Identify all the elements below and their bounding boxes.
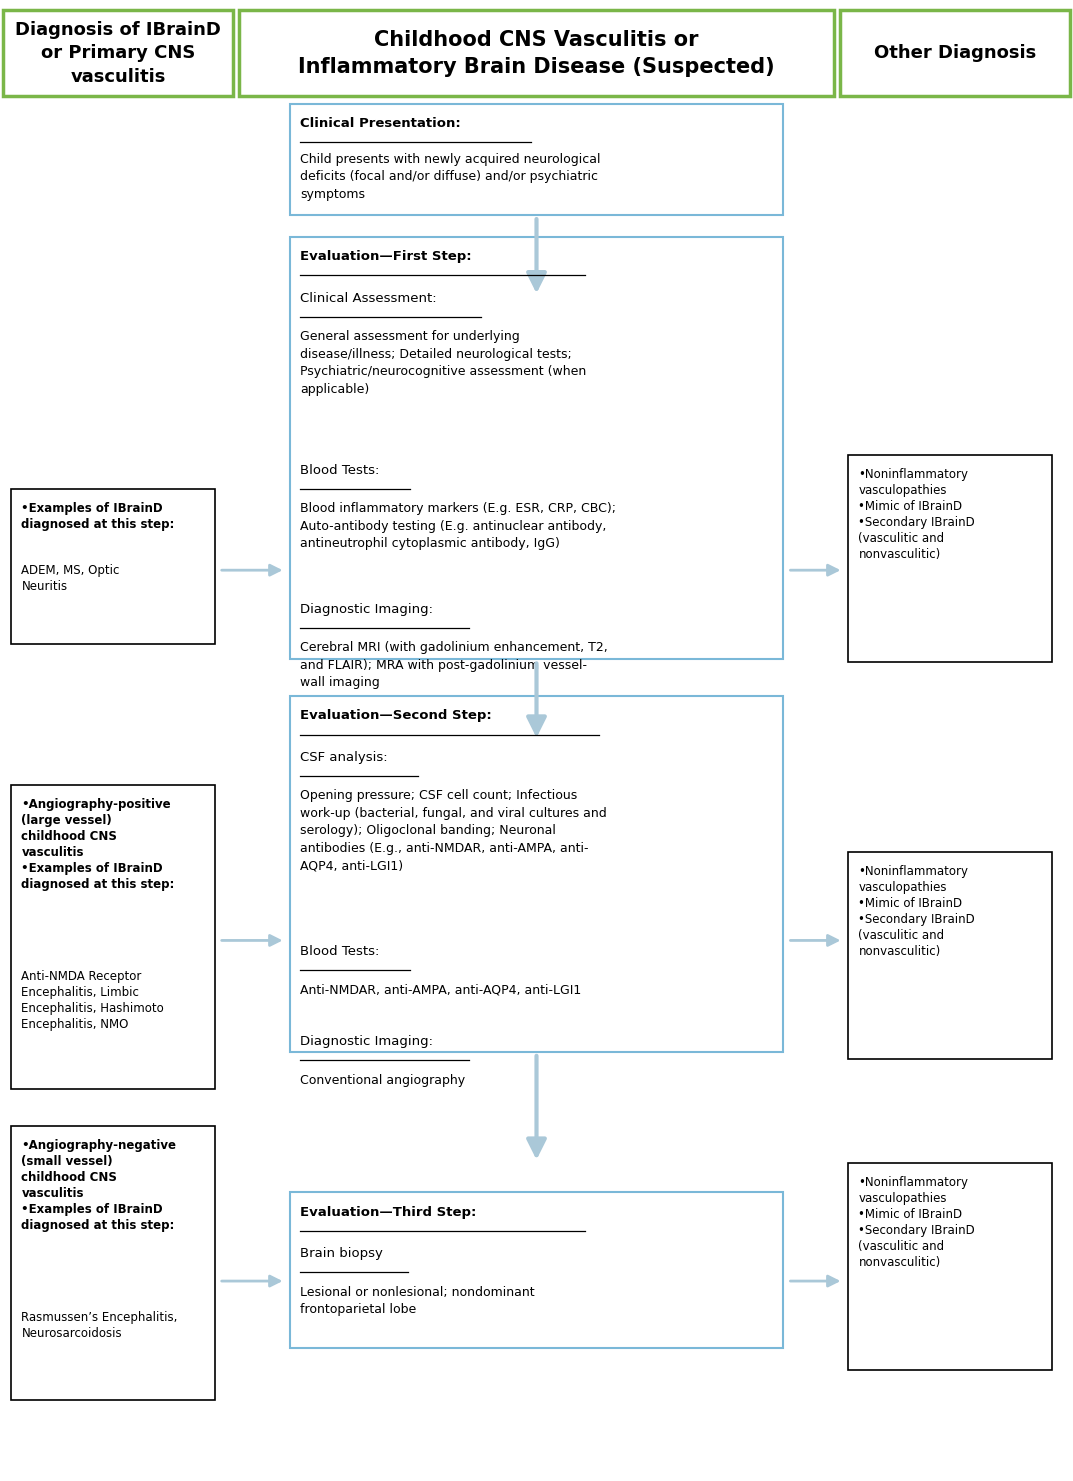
Text: Brain biopsy: Brain biopsy [300, 1247, 383, 1260]
Text: Other Diagnosis: Other Diagnosis [873, 44, 1037, 62]
Text: Evaluation—First Step:: Evaluation—First Step: [300, 250, 472, 264]
FancyBboxPatch shape [848, 455, 1052, 662]
Text: Clinical Presentation:: Clinical Presentation: [300, 117, 461, 130]
FancyBboxPatch shape [11, 785, 215, 1089]
Text: •Noninflammatory
vasculopathies
•Mimic of IBrainD
•Secondary IBrainD
(vasculitic: •Noninflammatory vasculopathies •Mimic o… [858, 468, 975, 561]
Text: Anti-NMDA Receptor
Encephalitis, Limbic
Encephalitis, Hashimoto
Encephalitis, NM: Anti-NMDA Receptor Encephalitis, Limbic … [21, 970, 164, 1031]
Text: •Angiography-negative
(small vessel)
childhood CNS
vasculitis
•Examples of IBrai: •Angiography-negative (small vessel) chi… [21, 1139, 176, 1232]
FancyBboxPatch shape [290, 237, 783, 659]
Text: Blood Tests:: Blood Tests: [300, 945, 380, 958]
FancyBboxPatch shape [290, 696, 783, 1052]
Text: Conventional angiography: Conventional angiography [300, 1074, 466, 1087]
FancyBboxPatch shape [11, 489, 215, 644]
Text: Evaluation—Third Step:: Evaluation—Third Step: [300, 1206, 476, 1219]
Text: Diagnostic Imaging:: Diagnostic Imaging: [300, 1035, 433, 1049]
FancyBboxPatch shape [290, 1192, 783, 1348]
Text: Diagnostic Imaging:: Diagnostic Imaging: [300, 603, 433, 616]
Text: Child presents with newly acquired neurological
deficits (focal and/or diffuse) : Child presents with newly acquired neuro… [300, 153, 601, 200]
Text: Clinical Assessment:: Clinical Assessment: [300, 292, 437, 305]
FancyBboxPatch shape [840, 10, 1070, 96]
Text: Cerebral MRI (with gadolinium enhancement, T2,
and FLAIR); MRA with post-gadolin: Cerebral MRI (with gadolinium enhancemen… [300, 641, 608, 689]
FancyBboxPatch shape [11, 1126, 215, 1400]
Text: Lesional or nonlesional; nondominant
frontoparietal lobe: Lesional or nonlesional; nondominant fro… [300, 1286, 535, 1317]
Text: ADEM, MS, Optic
Neuritis: ADEM, MS, Optic Neuritis [21, 564, 120, 594]
Text: Blood inflammatory markers (E.g. ESR, CRP, CBC);
Auto-antibody testing (E.g. ant: Blood inflammatory markers (E.g. ESR, CR… [300, 502, 617, 549]
Text: Evaluation—Second Step:: Evaluation—Second Step: [300, 709, 493, 723]
Text: Anti-NMDAR, anti-AMPA, anti-AQP4, anti-LGI1: Anti-NMDAR, anti-AMPA, anti-AQP4, anti-L… [300, 983, 582, 997]
FancyBboxPatch shape [290, 104, 783, 215]
Text: •Angiography-positive
(large vessel)
childhood CNS
vasculitis
•Examples of IBrai: •Angiography-positive (large vessel) chi… [21, 798, 175, 892]
FancyBboxPatch shape [848, 852, 1052, 1059]
FancyBboxPatch shape [239, 10, 834, 96]
Text: General assessment for underlying
disease/illness; Detailed neurological tests;
: General assessment for underlying diseas… [300, 330, 587, 395]
Text: •Examples of IBrainD
diagnosed at this step:: •Examples of IBrainD diagnosed at this s… [21, 502, 175, 532]
FancyBboxPatch shape [3, 10, 233, 96]
Text: •Noninflammatory
vasculopathies
•Mimic of IBrainD
•Secondary IBrainD
(vasculitic: •Noninflammatory vasculopathies •Mimic o… [858, 865, 975, 958]
Text: Childhood CNS Vasculitis or
Inflammatory Brain Disease (Suspected): Childhood CNS Vasculitis or Inflammatory… [298, 30, 775, 77]
Text: •Noninflammatory
vasculopathies
•Mimic of IBrainD
•Secondary IBrainD
(vasculitic: •Noninflammatory vasculopathies •Mimic o… [858, 1176, 975, 1269]
Text: Rasmussen’s Encephalitis,
Neurosarcoidosis: Rasmussen’s Encephalitis, Neurosarcoidos… [21, 1311, 178, 1340]
Text: Blood Tests:: Blood Tests: [300, 464, 380, 477]
Text: Diagnosis of IBrainD
or Primary CNS
vasculitis: Diagnosis of IBrainD or Primary CNS vasc… [15, 21, 221, 86]
Text: Opening pressure; CSF cell count; Infectious
work-up (bacterial, fungal, and vir: Opening pressure; CSF cell count; Infect… [300, 789, 607, 872]
FancyBboxPatch shape [848, 1163, 1052, 1370]
Text: CSF analysis:: CSF analysis: [300, 751, 388, 764]
